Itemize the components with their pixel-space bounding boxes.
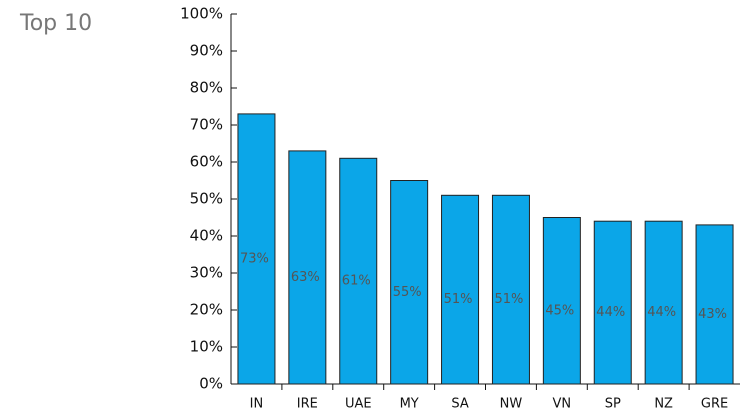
bar (237, 113, 276, 385)
x-tick-label: GRE (701, 397, 728, 412)
bar (593, 220, 632, 385)
data-label: 44% (647, 305, 676, 320)
y-tick-label: 100% (180, 5, 223, 23)
bar (491, 194, 530, 385)
data-label: 45% (545, 303, 574, 318)
bar (339, 157, 378, 385)
y-tick-label: 70% (190, 116, 223, 134)
chart-title: Top 10 (19, 11, 92, 36)
y-tick-label: 0% (199, 375, 223, 393)
data-label: 51% (494, 292, 523, 307)
x-tick-label: MY (400, 397, 419, 412)
bar (695, 224, 734, 385)
x-tick-label: IN (250, 397, 264, 412)
data-label: 44% (596, 305, 625, 320)
x-tick-label: UAE (345, 397, 372, 412)
x-tick-label: SP (605, 397, 621, 412)
data-label: 43% (698, 307, 727, 322)
x-tick-label: SA (451, 397, 468, 412)
y-tick-label: 30% (190, 264, 223, 282)
bar (441, 194, 480, 385)
bar (288, 150, 327, 385)
y-tick-label: 20% (190, 301, 223, 319)
data-label: 73% (240, 251, 269, 266)
data-label: 61% (342, 274, 371, 289)
bar (390, 180, 429, 385)
bar (542, 217, 581, 385)
data-label: 51% (444, 292, 473, 307)
x-tick-label: NZ (654, 397, 673, 412)
data-label: 55% (393, 285, 422, 300)
x-tick-label: NW (500, 397, 523, 412)
data-label: 63% (291, 270, 320, 285)
y-tick-label: 80% (190, 79, 223, 97)
x-tick-label: VN (553, 397, 572, 412)
bar (644, 220, 683, 385)
x-tick-label: IRE (297, 397, 318, 412)
y-tick-label: 40% (190, 227, 223, 245)
y-tick-label: 50% (190, 190, 223, 208)
y-tick-label: 90% (190, 42, 223, 60)
y-tick-label: 10% (190, 338, 223, 356)
y-tick-label: 60% (190, 153, 223, 171)
